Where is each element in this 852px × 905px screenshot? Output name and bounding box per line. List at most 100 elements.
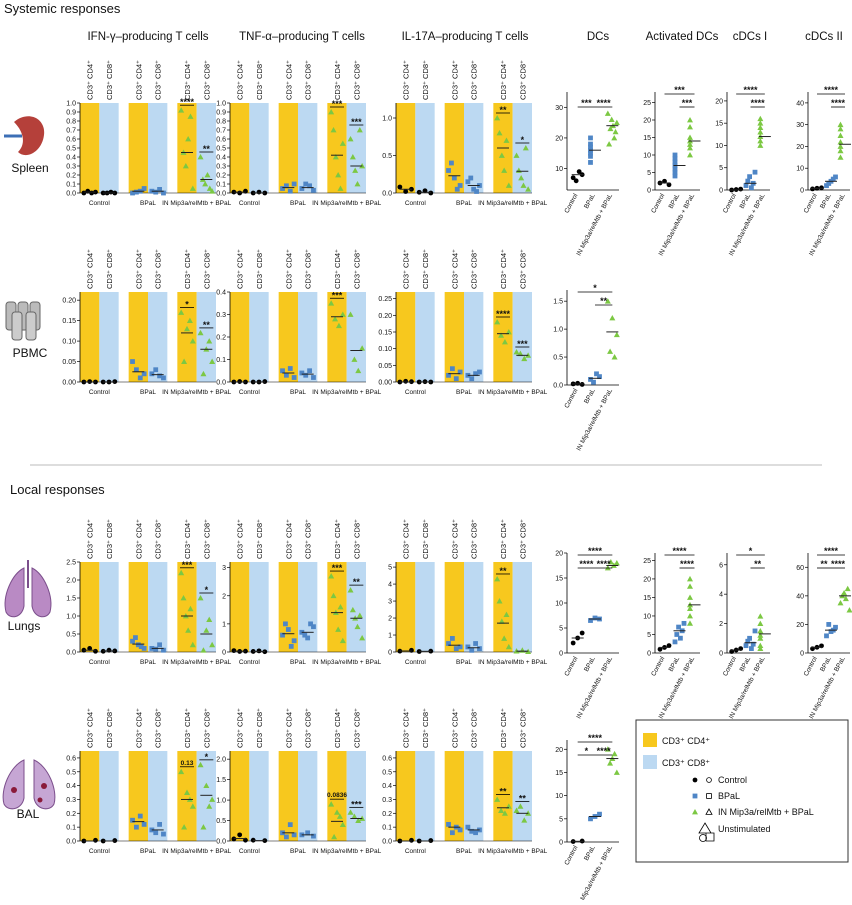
data-point (280, 368, 285, 373)
group-label: Control (89, 659, 111, 666)
legend-label: CD3⁺ CD4⁺ (662, 736, 710, 746)
y-tick-label: 15 (643, 135, 651, 142)
group-label: IN Mip3a/relMtb + BPaL (312, 659, 382, 666)
y-tick-label: 25 (643, 100, 651, 107)
y-tick-label: 0.20 (378, 313, 392, 320)
group-label: BPaL (290, 200, 306, 207)
significance-label: ** (600, 296, 608, 306)
significance-label: * (185, 299, 189, 309)
data-point (597, 812, 602, 817)
subset-header: CD3⁺ CD8⁺ (202, 60, 211, 100)
data-point (749, 185, 754, 190)
group-label: Control (89, 848, 111, 855)
y-tick-label: 0.3 (66, 797, 76, 804)
data-point (257, 190, 262, 195)
data-point (588, 145, 593, 150)
data-point (85, 189, 90, 194)
legend-swatch (643, 733, 657, 747)
data-point (139, 644, 144, 649)
y-tick-label: 1.5 (216, 777, 226, 784)
legend-label: BPaL (718, 791, 740, 801)
subset-header: CD3⁺ CD4⁺ (450, 249, 459, 289)
data-point (450, 636, 455, 641)
subset-header: CD3⁺ CD8⁺ (202, 519, 211, 559)
significance-label: 0.0836 (327, 792, 347, 799)
y-tick-label: 0 (559, 651, 563, 658)
y-tick-label: 2 (719, 621, 723, 628)
subset-header: CD3⁺ CD4⁺ (183, 708, 192, 748)
subset-header: CD3⁺ CD4⁺ (499, 519, 508, 559)
y-tick-label: 0.2 (216, 335, 226, 342)
data-point (237, 191, 242, 196)
significance-label: * (205, 752, 209, 762)
data-point (454, 646, 459, 651)
subset-stripe (396, 751, 415, 841)
y-tick-label: 0.8 (66, 119, 76, 126)
subset-stripe (129, 562, 148, 652)
data-point (465, 825, 470, 830)
data-point (397, 185, 402, 190)
y-tick-label: 0.6 (66, 755, 76, 762)
subset-header: CD3⁺ CD8⁺ (518, 249, 527, 289)
y-tick-label: 0.1 (216, 182, 226, 189)
data-point (738, 187, 743, 192)
subset-stripe (230, 562, 249, 652)
y-tick-label: 0.7 (66, 128, 76, 135)
y-tick-label: 5 (559, 626, 563, 633)
significance-label: *** (351, 117, 362, 127)
group-label: IN Mip3a/relMtb + BPaL (478, 659, 548, 666)
data-point (311, 188, 316, 193)
legend-label: CD3⁺ CD8⁺ (662, 758, 710, 768)
subset-header: CD3⁺ CD8⁺ (518, 708, 527, 748)
subset-header: CD3⁺ CD4⁺ (183, 249, 192, 289)
y-tick-label: 0.0 (382, 839, 392, 846)
subset-stripe (177, 562, 196, 652)
data-point (93, 649, 98, 654)
subset-stripe (279, 751, 298, 841)
subset-header: CD3⁺ CD8⁺ (352, 249, 361, 289)
y-tick-label: 10 (555, 166, 563, 173)
subset-stripe (279, 103, 298, 193)
group-label: Control (405, 200, 427, 207)
significance-label: **** (597, 746, 612, 756)
y-tick-label: 0.5 (382, 769, 392, 776)
subset-stripe (197, 562, 216, 652)
significance-label: * (521, 135, 525, 145)
subset-stripe (80, 292, 99, 382)
subset-header: CD3⁺ CD8⁺ (352, 708, 361, 748)
subset-stripe (464, 292, 483, 382)
subset-stripe (249, 292, 268, 382)
y-tick-label: 0 (647, 651, 651, 658)
legend-swatch (643, 755, 657, 769)
y-tick-label: 0.1 (66, 825, 76, 832)
organ-label: Lungs (8, 619, 41, 633)
y-tick-label: 0.0 (553, 383, 563, 390)
data-point (744, 183, 749, 188)
y-tick-label: 0.5 (216, 818, 226, 825)
data-point (308, 621, 313, 626)
y-tick-label: 0.5 (66, 769, 76, 776)
group-label: BPaL (456, 659, 472, 666)
subset-stripe (148, 103, 167, 193)
group-label: Control (239, 848, 261, 855)
subset-stripe (298, 751, 317, 841)
significance-label: **** (579, 559, 594, 569)
y-tick-label: 0.9 (216, 110, 226, 117)
subset-stripe (99, 292, 118, 382)
group-label: BPaL (456, 848, 472, 855)
subset-stripe (99, 751, 118, 841)
y-tick-label: 0.4 (216, 290, 226, 297)
column-title: IL-17A–producing T cells (402, 31, 529, 43)
subset-stripe (80, 751, 99, 841)
y-tick-label: 0 (559, 840, 563, 847)
subset-stripe (80, 562, 99, 652)
subset-header: CD3⁺ CD8⁺ (255, 60, 264, 100)
subset-header: CD3⁺ CD8⁺ (154, 60, 163, 100)
data-point (745, 179, 750, 184)
data-point (673, 156, 678, 161)
data-point (299, 186, 304, 191)
y-tick-label: 0.5 (66, 146, 76, 153)
group-label: IN Mip3a/relMtb + BPaL (162, 200, 232, 207)
subset-header: CD3⁺ CD4⁺ (236, 249, 245, 289)
y-tick-label: 0.2 (216, 173, 226, 180)
